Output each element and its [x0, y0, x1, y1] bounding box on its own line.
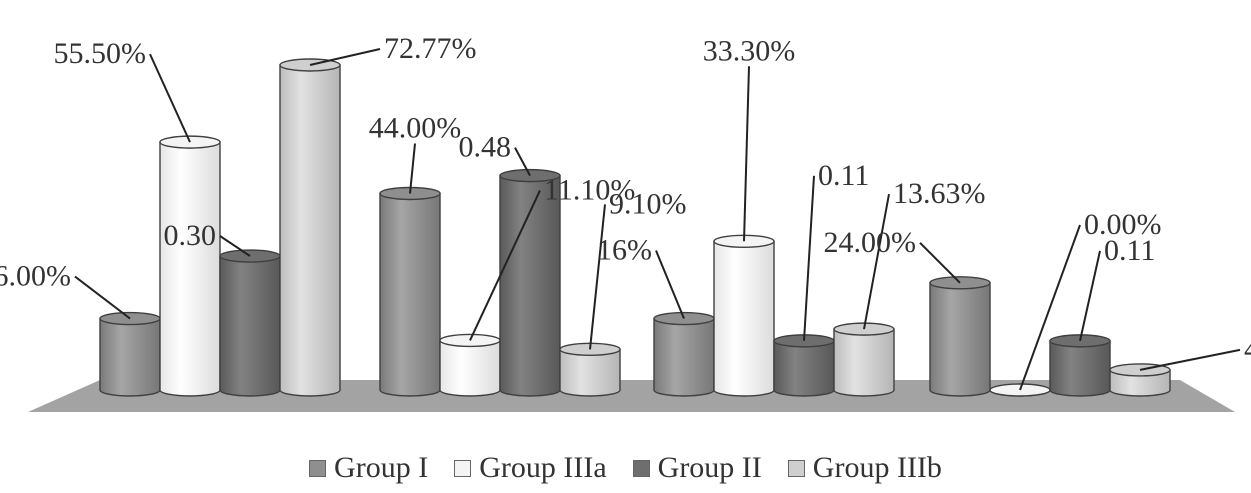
leader-line — [655, 250, 685, 319]
leader-line — [469, 190, 541, 341]
leader-line — [514, 147, 531, 177]
chart-plot: 16.00% 55.50% 0.30 72.77% 44.00% 11.10% 0.48 9.… — [0, 32, 1251, 412]
leader-line — [1079, 250, 1101, 342]
data-label-group-iiib-1: 72.77% — [384, 32, 477, 65]
legend-label-group-i: Group I — [334, 451, 429, 484]
bar-group-iiia-2 — [439, 333, 501, 397]
bar-group-iiib-3 — [833, 322, 895, 397]
leader-line — [149, 53, 191, 143]
leader-line — [309, 48, 381, 66]
bar-group-ii-3 — [773, 334, 835, 397]
leader-line — [863, 193, 890, 330]
bars-layer — [99, 58, 1171, 397]
leader-line — [919, 242, 961, 284]
legend-label-group-iiia: Group IIIa — [479, 451, 607, 484]
legend-item-group-iiib: Group IIIb — [787, 451, 942, 485]
legend-item-group-iiia: Group IIIa — [454, 451, 607, 485]
data-label-group-i-4: 24.00% — [824, 226, 917, 259]
leader-line — [1139, 348, 1241, 371]
bar-group-iiia-1 — [159, 135, 221, 397]
data-label-group-iiia-3: 33.30% — [703, 34, 796, 67]
data-label-group-ii-4: 0.11 — [1104, 234, 1155, 267]
leader-line — [589, 204, 606, 350]
bar-group-i-3 — [653, 311, 715, 397]
legend-item-group-i: Group I — [309, 451, 428, 485]
data-label-group-ii-2: 0.48 — [459, 131, 512, 164]
data-label-group-i-1: 16.00% — [0, 260, 71, 293]
legend: Group I Group IIIa Group II Group IIIb — [0, 448, 1251, 488]
bar-group-iiia-3 — [713, 234, 775, 397]
legend-swatch-group-iiib — [787, 459, 805, 477]
data-label-group-iiia-2: 11.10% — [544, 173, 635, 206]
data-label-group-iiia-1: 55.50% — [54, 37, 147, 70]
bar-group-i-4 — [929, 276, 991, 397]
data-label-group-ii-1: 0.30 — [164, 219, 217, 252]
legend-swatch-group-ii — [632, 459, 650, 477]
bar-group-ii-1 — [219, 249, 281, 397]
bar-group-i-1 — [99, 311, 161, 397]
data-labels-layer: 16.00% 55.50% 0.30 72.77% 44.00% 11.10% 0.48 9.… — [0, 32, 1251, 366]
data-label-group-iiia-4: 0.00% — [1084, 208, 1162, 241]
legend-swatch-group-i — [309, 459, 327, 477]
bar-group-ii-2 — [499, 168, 561, 397]
leader-line — [219, 235, 251, 257]
leader-line — [1019, 224, 1081, 391]
bar-group-iiib-2 — [559, 342, 621, 397]
legend-item-group-ii: Group II — [632, 451, 762, 485]
bar-group-iiib-1 — [279, 58, 341, 397]
leader-line — [409, 143, 416, 194]
leader-line — [74, 275, 131, 320]
legend-label-group-ii: Group II — [657, 451, 762, 484]
data-label-group-iiib-3: 13.63% — [893, 177, 986, 210]
data-label-group-iiib-4: 4.50% — [1244, 333, 1251, 366]
legend-label-group-iiib: Group IIIb — [812, 451, 942, 484]
leader-line — [743, 66, 750, 242]
data-label-group-iiib-2: 9.10% — [609, 187, 687, 220]
legend-swatch-group-iiia — [454, 459, 472, 477]
leader-line — [803, 175, 815, 341]
data-label-group-i-3: 16% — [597, 234, 652, 267]
leader-lines-layer — [74, 48, 1241, 391]
data-label-group-ii-3: 0.11 — [818, 159, 869, 192]
data-label-group-i-2: 44.00% — [369, 111, 462, 144]
bar-group-ii-4 — [1049, 334, 1111, 397]
bar-group-i-2 — [379, 186, 441, 397]
bar-group-iiib-4 — [1109, 363, 1171, 397]
